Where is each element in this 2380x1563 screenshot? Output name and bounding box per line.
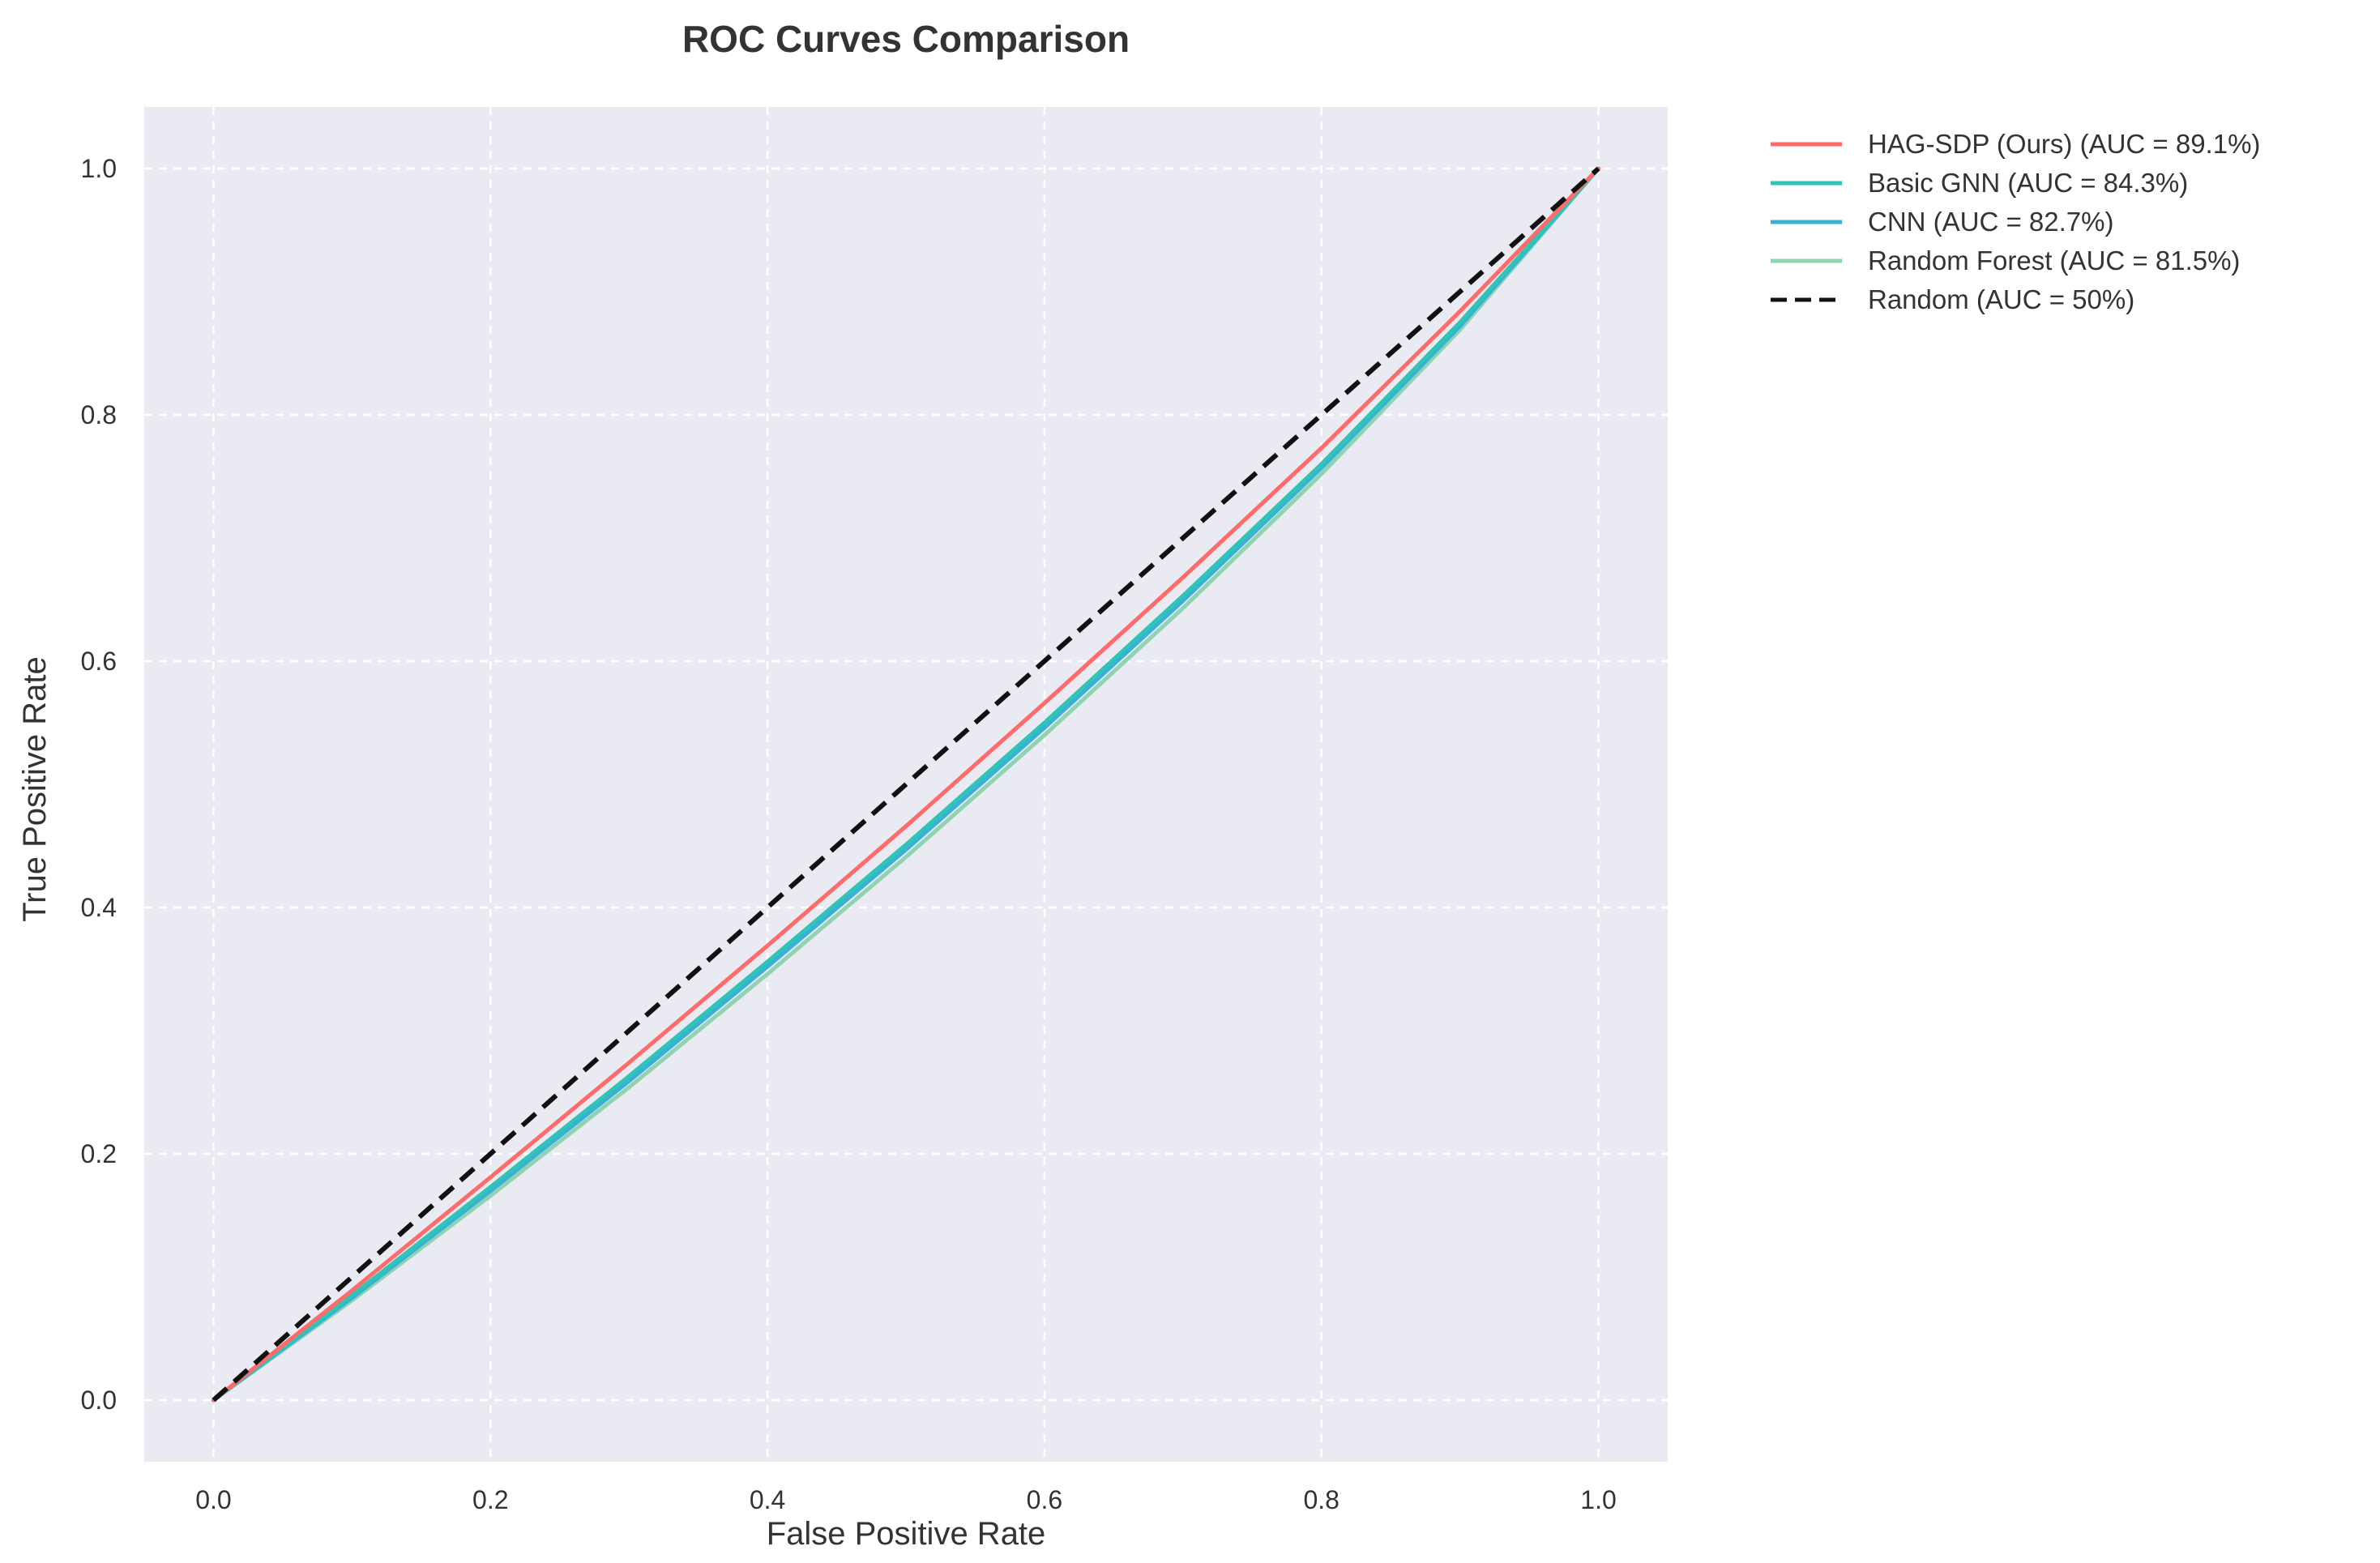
legend: HAG-SDP (Ours) (AUC = 89.1%) Basic GNN (A… (1771, 129, 2260, 314)
x-tick-label: 0.6 (1027, 1485, 1062, 1514)
chart-title: ROC Curves Comparison (682, 18, 1130, 60)
y-tick-label: 0.2 (81, 1139, 117, 1168)
series-line-2 (212, 166, 1600, 1403)
x-tick-labels: 0.0 0.2 0.4 0.6 0.8 1.0 (195, 1485, 1617, 1514)
legend-label: HAG-SDP (Ours) (AUC = 89.1%) (1868, 129, 2260, 159)
y-axis-label: True Positive Rate (17, 656, 53, 922)
x-tick-label: 0.8 (1303, 1485, 1339, 1514)
legend-label: CNN (AUC = 82.7%) (1868, 207, 2114, 237)
x-tick-label: 0.0 (195, 1485, 231, 1514)
legend-label: Random (AUC = 50%) (1868, 284, 2134, 314)
x-axis-label: False Positive Rate (767, 1516, 1046, 1552)
series-line-1 (212, 166, 1600, 1403)
y-tick-label: 0.4 (81, 893, 117, 922)
legend-label: Random Forest (AUC = 81.5%) (1868, 246, 2240, 275)
y-tick-label: 0.0 (81, 1386, 117, 1415)
legend-label: Basic GNN (AUC = 84.3%) (1868, 168, 2188, 198)
x-tick-label: 1.0 (1580, 1485, 1616, 1514)
series-line-3 (212, 166, 1600, 1403)
y-tick-labels: 0.0 0.2 0.4 0.6 0.8 1.0 (81, 154, 117, 1415)
x-tick-label: 0.4 (750, 1485, 785, 1514)
x-tick-label: 0.2 (472, 1485, 508, 1514)
series-line-0 (212, 166, 1600, 1403)
series-line-4 (212, 166, 1600, 1403)
y-tick-label: 0.8 (81, 400, 117, 429)
y-tick-label: 1.0 (81, 154, 117, 183)
grid-lines (144, 107, 1668, 1462)
y-tick-label: 0.6 (81, 647, 117, 676)
series-lines (212, 166, 1600, 1403)
